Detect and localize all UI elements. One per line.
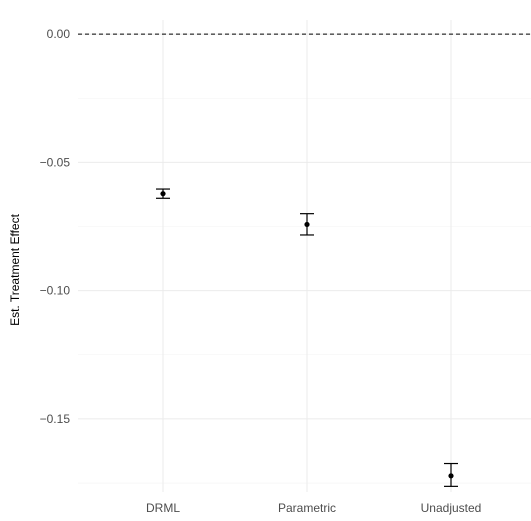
x-tick-label: Parametric	[278, 501, 336, 515]
x-tick-label: Unadjusted	[421, 501, 482, 515]
y-tick-label: −0.10	[40, 284, 71, 298]
x-tick-labels: DRML Parametric Unadjusted	[146, 501, 481, 515]
y-tick-label: 0.00	[47, 27, 71, 41]
y-tick-labels: 0.00 −0.05 −0.10 −0.15	[40, 27, 71, 426]
estimate-point	[448, 473, 454, 479]
y-axis-title: Est. Treatment Effect	[8, 213, 22, 325]
grid	[78, 20, 531, 492]
x-tick-label: DRML	[146, 501, 180, 515]
estimate-point	[304, 221, 310, 228]
estimate-point	[160, 191, 166, 197]
y-tick-label: −0.15	[40, 412, 71, 426]
marks	[156, 188, 458, 487]
y-tick-label: −0.05	[40, 155, 71, 169]
